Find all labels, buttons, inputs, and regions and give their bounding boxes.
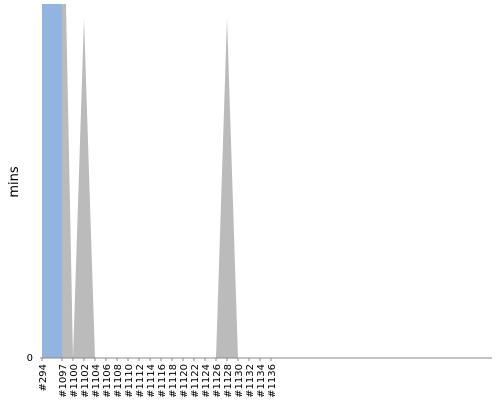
x-tick-label: #1136 (267, 364, 278, 398)
x-tick-label: #1110 (124, 364, 135, 398)
x-tick-label: #1106 (102, 364, 113, 398)
y-tick-label: 0 (27, 353, 33, 364)
y-axis-title: mins (7, 166, 22, 198)
x-tick-label: #1114 (146, 364, 157, 398)
x-tick-label: #1097 (58, 364, 69, 398)
x-tick-label: #1108 (113, 364, 124, 398)
plot-area (42, 4, 238, 358)
x-tick-label: #1118 (168, 364, 179, 398)
x-tick-label: #1104 (91, 364, 102, 398)
x-tick-label: #1130 (234, 364, 245, 398)
series-area-0 (42, 4, 62, 358)
x-tick-label: #1116 (157, 364, 168, 398)
x-tick-labels: #294 #1097 #1100 #1102 #1104 #1106 #1108 #1110 #… (38, 358, 278, 398)
x-tick-label: #1100 (69, 364, 80, 398)
x-tick-label: #1102 (80, 364, 91, 398)
x-tick-label: #1122 (190, 364, 201, 398)
x-tick-label: #1126 (212, 364, 223, 398)
series-area-1 (62, 4, 238, 358)
x-tick-label: #1112 (135, 364, 146, 398)
x-tick-label: #1132 (245, 364, 256, 398)
x-tick-label: #294 (38, 364, 49, 391)
x-tick-label: #1120 (179, 364, 190, 398)
x-tick-label: #1124 (201, 364, 212, 398)
x-tick-label: #1134 (256, 364, 267, 398)
x-tick-label: #1128 (223, 364, 234, 398)
